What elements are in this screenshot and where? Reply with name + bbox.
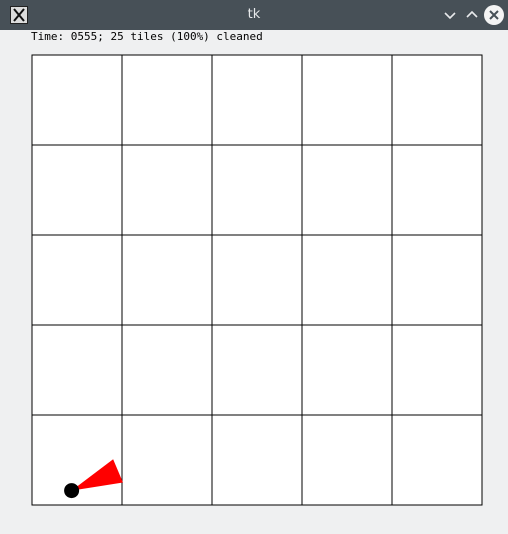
robot-body [64,483,80,499]
floor-tile [31,54,123,146]
chevron-down-icon [444,12,456,20]
x-app-icon[interactable] [10,6,28,24]
floor-tile [31,144,123,236]
floor-tile [211,324,303,416]
floor-tile [121,324,213,416]
window-title: tk [247,7,261,22]
chevron-up-icon [466,10,478,18]
floor-tile [121,54,213,146]
floor-tile [391,54,483,146]
floor-tile [121,234,213,326]
floor-tile [301,324,393,416]
floor-tile [121,414,213,506]
maximize-button[interactable] [462,5,482,25]
floor-tile [211,234,303,326]
floor-tile [301,414,393,506]
floor-tile [391,414,483,506]
floor-tile [301,234,393,326]
floor-tile [391,144,483,236]
close-icon [489,10,499,20]
floor-tile [391,324,483,416]
close-button[interactable] [484,5,504,25]
floor-tile [211,144,303,236]
floor-tile [31,234,123,326]
title-bar[interactable]: tk [0,0,508,30]
floor-tile [31,324,123,416]
floor-tile [211,54,303,146]
status-label: Time: 0555; 25 tiles (100%) cleaned [31,30,263,43]
robot-direction-indicator [71,459,123,491]
minimize-button[interactable] [440,5,460,25]
room-canvas[interactable] [31,54,483,506]
floor-tile [121,144,213,236]
floor-tile [301,144,393,236]
floor-tile [301,54,393,146]
floor-tile [211,414,303,506]
floor-tile [391,234,483,326]
